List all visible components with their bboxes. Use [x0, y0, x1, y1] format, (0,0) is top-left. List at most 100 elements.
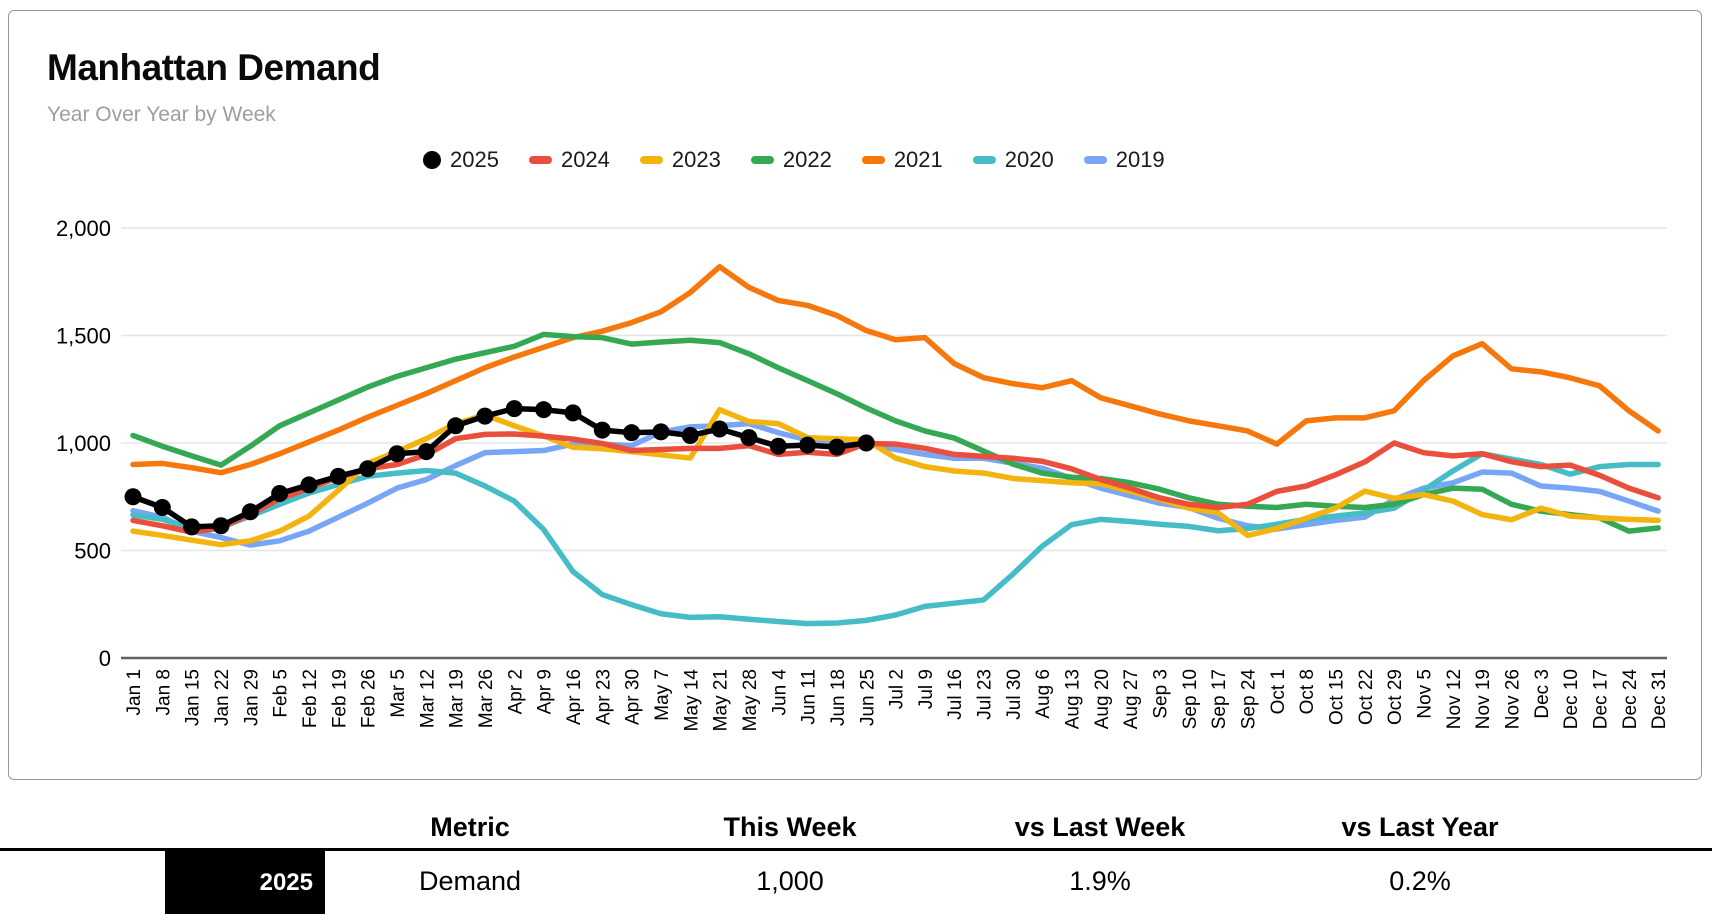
x-tick-label: Aug 27: [1121, 669, 1142, 729]
x-tick-label: Apr 2: [505, 669, 526, 714]
summary-table: Metric This Week vs Last Week vs Last Ye…: [0, 794, 1712, 914]
series-point-2025: [447, 417, 465, 435]
x-tick-label: Mar 12: [417, 669, 438, 728]
x-tick-label: Jun 11: [799, 669, 820, 725]
series-line-2020: [130, 451, 1661, 627]
cell-vs-last-week: 1.9%: [1069, 866, 1131, 896]
series-point-2025: [153, 499, 171, 516]
series-point-2025: [300, 476, 318, 494]
series-point-2025: [681, 426, 699, 444]
series-point-2025: [476, 407, 494, 425]
legend-item-2025[interactable]: 2025: [423, 147, 499, 173]
legend-item-2019[interactable]: 2019: [1083, 147, 1165, 173]
series-point-2025: [271, 485, 289, 503]
x-tick-label: Oct 1: [1268, 669, 1289, 714]
x-tick-label: Apr 23: [593, 669, 614, 725]
x-tick-label: Jan 22: [212, 669, 233, 726]
series-point-2025: [711, 420, 729, 438]
x-tick-label: Jun 25: [857, 669, 878, 726]
demand-chart: 0 500 1,000 1,500 2,000 Jan 1 Jan 8 Jan 15 Jan 2…: [56, 216, 1670, 731]
legend-item-2023[interactable]: 2023: [639, 147, 721, 173]
legend-swatch-2021: [861, 156, 885, 164]
legend-item-2020[interactable]: 2020: [972, 147, 1054, 173]
legend-item-2022[interactable]: 2022: [750, 147, 832, 173]
legend-item-2021[interactable]: 2021: [861, 147, 943, 173]
series-line-2021: [130, 263, 1661, 476]
chart-legend: 2025 2024 2023 2022 2021 2020 2019: [423, 147, 1165, 173]
x-tick-label: Oct 8: [1297, 669, 1318, 714]
x-tick-label: Jul 16: [945, 669, 966, 720]
series-point-2025: [417, 443, 435, 461]
legend-label: 2020: [1004, 147, 1054, 172]
x-tick-label: Feb 19: [329, 669, 350, 728]
series-point-2025: [359, 460, 377, 478]
x-tick-label: Jul 2: [887, 669, 908, 709]
x-tick-label: May 7: [652, 669, 673, 721]
legend-label: 2019: [1115, 147, 1165, 172]
y-tick-label: 2,000: [56, 216, 111, 241]
series-point-2025: [329, 467, 347, 485]
x-tick-label: Mar 19: [447, 669, 468, 728]
series-point-2025: [857, 434, 875, 452]
x-tick-label: Dec 10: [1561, 669, 1582, 729]
cell-vs-last-year: 0.2%: [1389, 866, 1451, 896]
series-line-2024: [130, 431, 1661, 535]
series-point-2025: [183, 518, 201, 536]
series-point-2025: [212, 517, 230, 535]
series-point-2025: [124, 488, 142, 506]
series-point-2025: [564, 404, 582, 422]
x-tick-label: Mar 5: [388, 669, 409, 718]
legend-label: 2021: [893, 147, 943, 172]
legend-item-2024[interactable]: 2024: [528, 147, 610, 173]
x-tick-label: Dec 24: [1620, 669, 1641, 730]
x-tick-label: Feb 26: [359, 669, 380, 728]
x-tick-label: Oct 22: [1356, 669, 1377, 725]
x-tick-label: Jun 18: [828, 669, 849, 726]
x-tick-label: Feb 5: [271, 669, 292, 718]
col-header-this-week: This Week: [723, 812, 857, 842]
x-tick-label: May 21: [711, 669, 732, 731]
x-tick-label: Jan 1: [124, 669, 145, 715]
x-tick-label: Apr 9: [535, 669, 556, 714]
year-badge: 2025: [165, 851, 325, 914]
legend-label: 2022: [782, 147, 832, 172]
cell-this-week: 1,000: [756, 866, 824, 896]
series-line-2022: [130, 331, 1661, 534]
x-tick-label: Oct 29: [1385, 669, 1406, 725]
x-tick-label: Apr 30: [623, 669, 644, 725]
series-point-2025: [535, 401, 553, 419]
x-tick-label: Nov 5: [1415, 669, 1436, 719]
series-point-2025: [505, 400, 523, 418]
series-point-2025: [799, 436, 817, 454]
x-tick-label: Jun 4: [769, 669, 790, 716]
y-tick-label: 1,000: [56, 431, 111, 456]
x-tick-label: Sep 17: [1209, 669, 1230, 729]
y-tick-label: 0: [99, 646, 111, 671]
x-tick-label: Jul 9: [916, 669, 937, 709]
year-badge-label: 2025: [259, 868, 313, 896]
x-tick-label: Jan 15: [183, 669, 204, 726]
x-tick-label: Aug 20: [1092, 669, 1113, 729]
y-tick-label: 1,500: [56, 324, 111, 349]
legend-swatch-2020: [972, 156, 996, 164]
series-line-2023: [130, 406, 1661, 548]
table-header-rule: [0, 848, 1712, 851]
x-tick-label: Feb 12: [300, 669, 321, 728]
legend-label: 2023: [671, 147, 721, 172]
page-subtitle: Year Over Year by Week: [47, 103, 276, 126]
legend-swatch-2023: [639, 156, 663, 164]
x-tick-label: Oct 15: [1327, 669, 1348, 725]
x-tick-label: Apr 16: [564, 669, 585, 725]
series-point-2025: [593, 421, 611, 439]
x-tick-label: Jul 30: [1004, 669, 1025, 720]
page-title: Manhattan Demand: [47, 47, 381, 88]
x-tick-label: Aug 6: [1033, 669, 1054, 719]
x-tick-label: Sep 3: [1151, 669, 1172, 719]
col-header-vs-last-week: vs Last Week: [1014, 812, 1186, 842]
series-point-2025: [828, 438, 846, 456]
legend-swatch-2019: [1083, 156, 1107, 164]
x-tick-label: Jul 23: [975, 669, 996, 720]
x-tick-label: Nov 26: [1503, 669, 1524, 729]
legend-swatch-2022: [750, 156, 774, 164]
x-tick-label: Nov 19: [1473, 669, 1494, 729]
